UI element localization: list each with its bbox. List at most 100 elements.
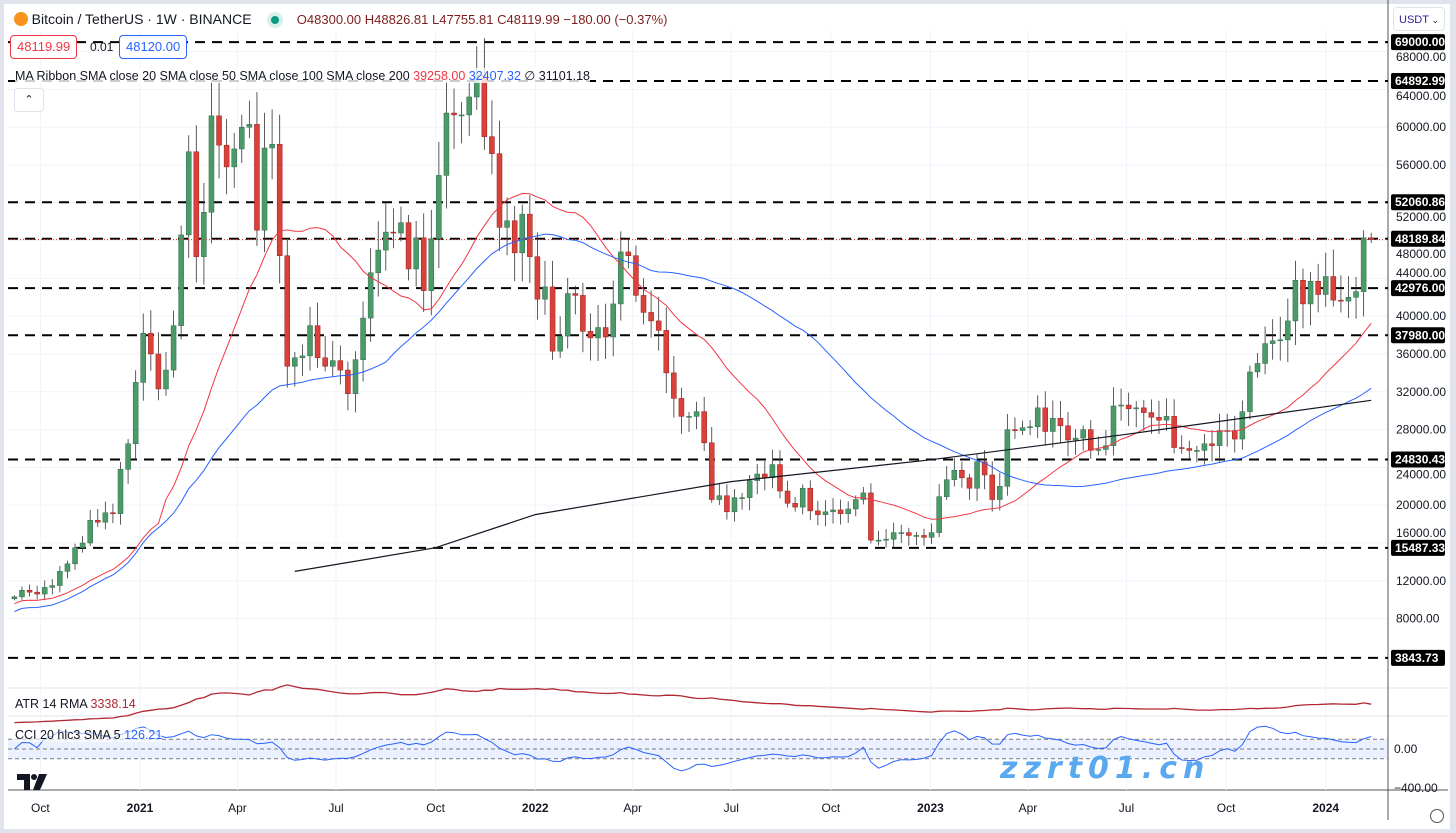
candle-up <box>41 587 48 595</box>
currency-value: USDT <box>1399 14 1429 26</box>
candle-down <box>254 124 260 231</box>
candle-up <box>299 355 306 359</box>
ma20-value: 39258.00 <box>413 69 466 83</box>
collapse-legend-button[interactable]: ⌃ <box>14 88 44 112</box>
candle-up <box>64 563 71 572</box>
atr-legend[interactable]: ATR 14 RMA 3338.14 <box>15 697 136 711</box>
level-price-label: 3843.73 <box>1395 651 1439 665</box>
candle-up <box>1254 363 1261 373</box>
candle-down <box>322 357 328 367</box>
candle-down <box>534 256 541 300</box>
candle-down <box>784 490 791 504</box>
candle-up <box>610 303 616 338</box>
x-tick-label: 2023 <box>917 801 944 815</box>
candle-down <box>345 369 351 394</box>
cci-legend[interactable]: CCI 20 hlc3 SMA 5 126.21 <box>15 728 163 742</box>
candle-up <box>292 357 298 367</box>
candle-down <box>511 220 518 254</box>
candle-down <box>678 398 685 417</box>
candle-down <box>640 295 647 313</box>
candle-down <box>989 474 995 500</box>
candle-down <box>868 492 874 541</box>
candle-up <box>686 416 692 418</box>
candle-up <box>1345 297 1352 302</box>
y-tick-label: 52000.00 <box>1396 210 1446 224</box>
tradingview-logo[interactable] <box>17 774 51 790</box>
candle-up <box>595 327 601 339</box>
x-tick-label: 2021 <box>127 801 154 815</box>
atr-label: ATR 14 RMA <box>15 697 88 711</box>
cci-label: CCI 20 hlc3 SMA 5 <box>15 728 121 742</box>
candle-down <box>496 153 503 228</box>
candle-down <box>314 325 321 359</box>
candle-up <box>307 325 313 357</box>
candle-down <box>481 74 488 137</box>
candle-up <box>1095 449 1102 451</box>
level-price-label: 48189.84 <box>1395 232 1445 246</box>
cci-tick-label: −400.00 <box>1394 781 1438 795</box>
candle-up <box>11 596 18 600</box>
settings-gear-icon[interactable] <box>1430 809 1444 823</box>
candle-down <box>792 503 798 508</box>
candle-down <box>155 353 162 390</box>
candle-up <box>1050 418 1056 432</box>
candle-up <box>49 585 56 588</box>
candle-down <box>1315 280 1321 295</box>
sell-button[interactable]: 48119.99 <box>10 35 78 59</box>
candle-up <box>360 317 366 360</box>
candle-down <box>572 293 579 296</box>
candle-up <box>731 497 738 513</box>
candle-down <box>420 237 427 291</box>
candle-up <box>1360 237 1367 292</box>
candle-up <box>693 411 700 417</box>
candle-down <box>1141 407 1147 413</box>
candle-down <box>921 535 927 538</box>
candle-down <box>390 231 397 234</box>
candle-down <box>489 136 495 154</box>
chevron-up-icon: ⌃ <box>24 94 34 106</box>
buy-button[interactable]: 48120.00 <box>119 35 188 59</box>
candle-down <box>1178 447 1185 449</box>
candle-up <box>87 520 93 544</box>
chevron-down-icon: ⌄ <box>1431 15 1439 25</box>
candle-up <box>1194 450 1200 452</box>
level-price-tag <box>1391 451 1445 468</box>
candle-down <box>966 477 973 489</box>
candle-up <box>208 115 215 213</box>
candle-up <box>1034 407 1041 428</box>
candle-up <box>458 114 465 117</box>
candle-up <box>799 487 806 508</box>
candle-down <box>1125 404 1132 410</box>
x-tick-label: Oct <box>31 801 50 815</box>
y-tick-label: 16000.00 <box>1396 526 1446 540</box>
candle-up <box>246 124 253 128</box>
candle-up <box>746 480 753 498</box>
atr-value: 3338.14 <box>90 697 136 711</box>
candle-up <box>132 382 139 445</box>
x-tick-label: Oct <box>822 801 841 815</box>
candle-up <box>239 126 245 150</box>
candle-up <box>428 238 435 291</box>
symbol-title[interactable]: Bitcoin / TetherUS · 1W · BINANCE <box>31 11 252 27</box>
candle-up <box>1277 339 1283 342</box>
level-price-tag <box>1391 280 1445 297</box>
candle-up <box>352 359 359 394</box>
ohlc-low: L47755.81 <box>432 12 494 27</box>
candle-down <box>110 512 116 515</box>
ma-ribbon-legend[interactable]: MA Ribbon SMA close 20 SMA close 50 SMA … <box>15 68 590 83</box>
currency-select[interactable]: USDT ⌄ <box>1393 7 1445 31</box>
candle-up <box>1027 426 1033 429</box>
ohlc-close: C48119.99 <box>497 12 560 27</box>
candle-up <box>329 360 336 367</box>
candle-down <box>223 144 230 168</box>
ma50-value: 32407.32 <box>468 69 521 83</box>
x-tick-label: 2024 <box>1312 801 1339 815</box>
candle-down <box>1012 429 1018 431</box>
candle-up <box>1004 429 1011 487</box>
x-tick-label: Jul <box>724 801 739 815</box>
candle-up <box>72 547 78 565</box>
x-tick-label: Oct <box>426 801 445 815</box>
candle-down <box>1042 407 1049 432</box>
sma200-line <box>294 399 1372 572</box>
